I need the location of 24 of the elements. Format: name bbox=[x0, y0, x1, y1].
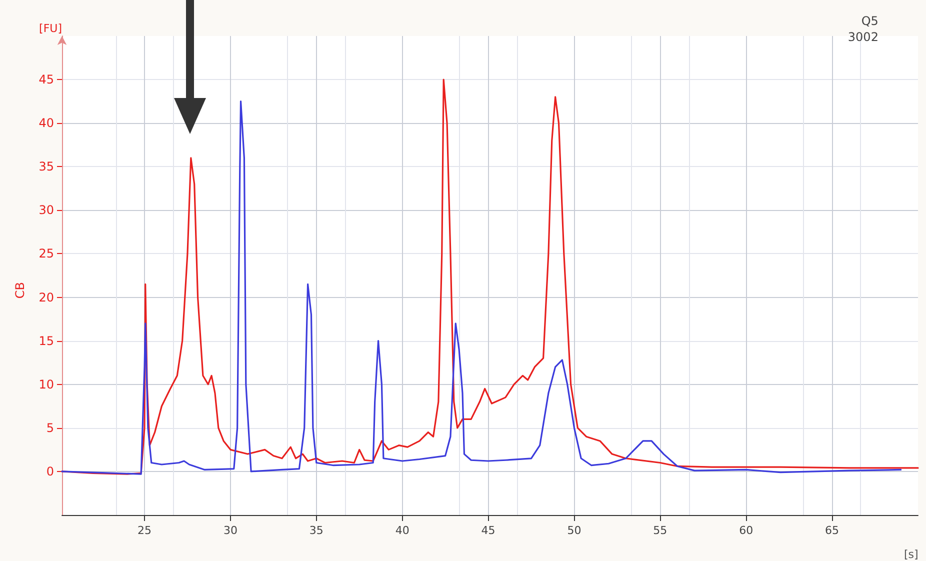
x-tick-label: 50 bbox=[567, 524, 582, 537]
y-tick-label: 35 bbox=[38, 160, 54, 174]
x-tick-label: 40 bbox=[395, 524, 410, 537]
y-tick-label: 15 bbox=[38, 334, 54, 348]
y-tick-label: 5 bbox=[46, 420, 54, 435]
y-axis-title: [FU] bbox=[39, 22, 62, 35]
text: CB bbox=[13, 282, 27, 299]
y-tick-label: 45 bbox=[38, 72, 54, 87]
y-tick-label: 10 bbox=[38, 377, 54, 392]
y-tick-label: 40 bbox=[38, 116, 54, 130]
x-tick-label: 65 bbox=[825, 524, 840, 537]
x-tick-label: 35 bbox=[309, 524, 324, 537]
y-tick-label: 20 bbox=[38, 290, 54, 304]
chart-title: Q5 bbox=[861, 14, 878, 28]
x-tick-label: 55 bbox=[653, 524, 668, 537]
x-tick-label: 30 bbox=[223, 524, 238, 537]
y-tick-label: 25 bbox=[38, 246, 54, 261]
y-tick-label: 30 bbox=[38, 203, 54, 218]
x-tick-label: 60 bbox=[739, 524, 754, 537]
y-tick-label: 0 bbox=[46, 464, 54, 478]
chart-subtitle: 3002 bbox=[848, 30, 878, 44]
x-tick-label: 45 bbox=[481, 524, 496, 537]
x-axis-title: [s] bbox=[904, 548, 918, 561]
x-tick-label: 25 bbox=[138, 524, 152, 537]
